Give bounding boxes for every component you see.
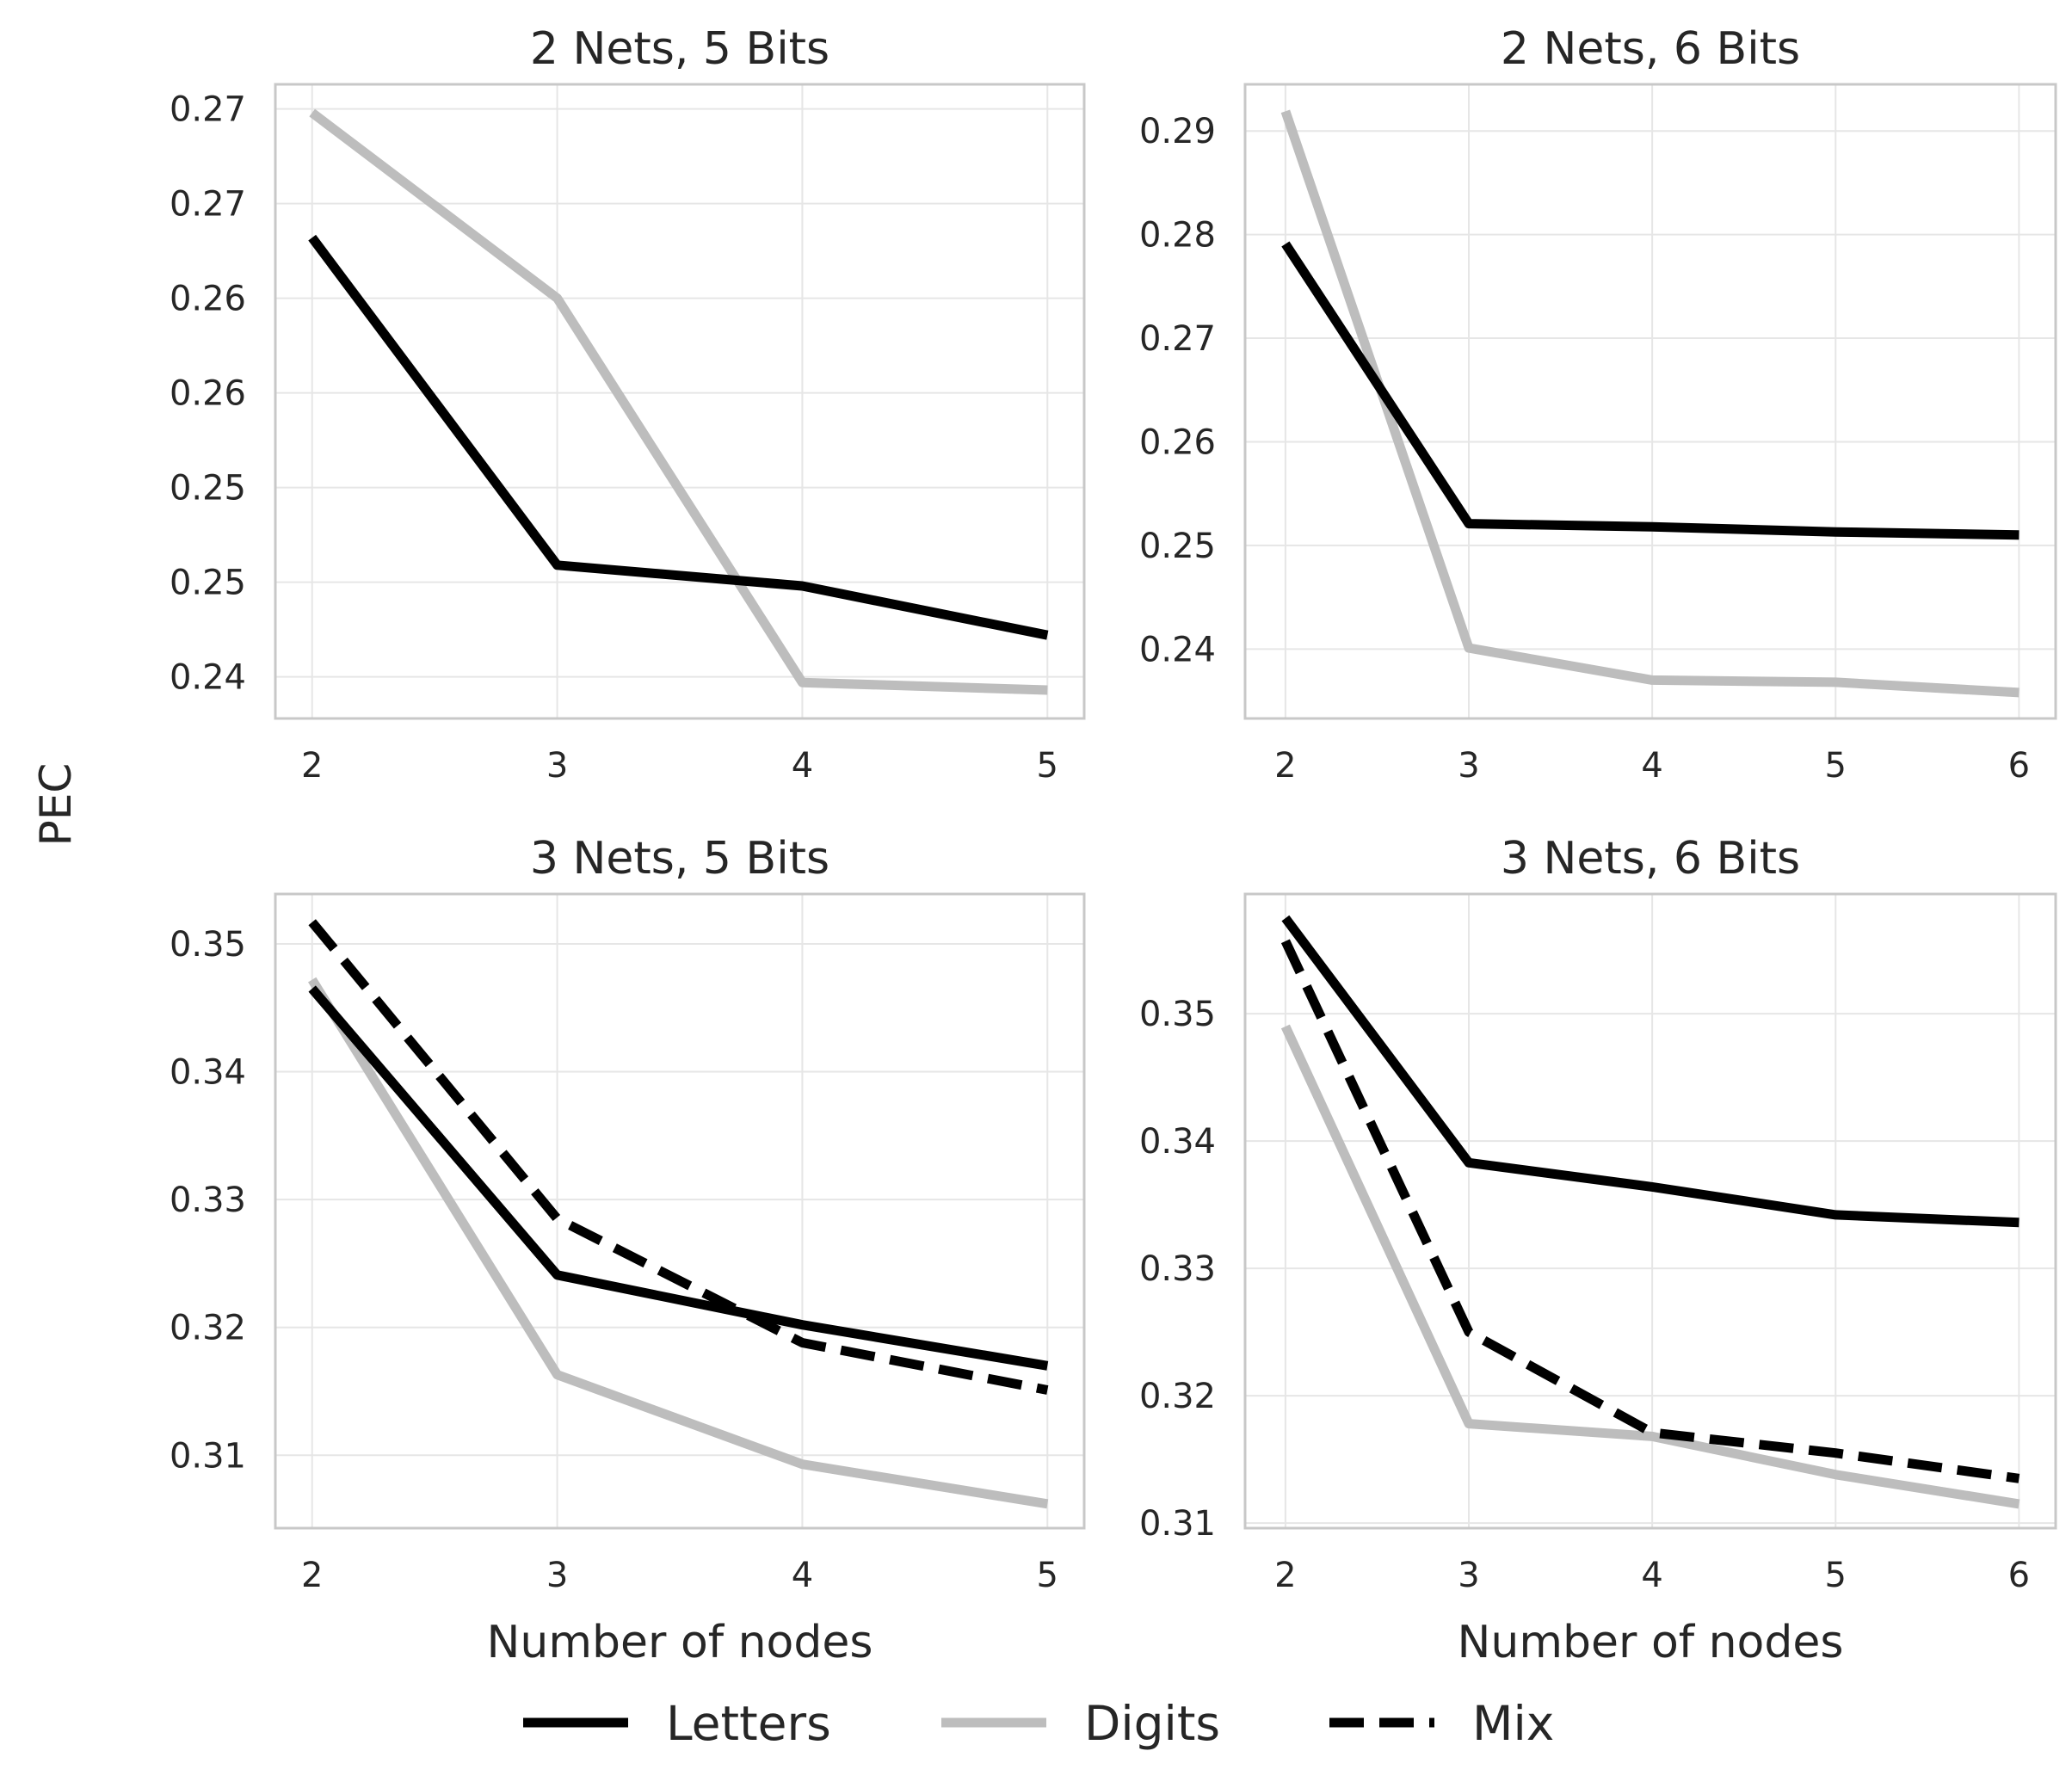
legend-item-digits: Digits — [941, 1696, 1220, 1751]
y-tick-label: 0.27 — [170, 90, 246, 130]
series-line-digits — [309, 108, 1048, 695]
y-tick-label: 0.32 — [170, 1309, 246, 1348]
chart-title: 3 Nets, 5 Bits — [530, 833, 829, 885]
chart-panel-1: 2 Nets, 5 Bits 0.24 0.25 0.25 0.26 0.26 0.27 0.… — [170, 23, 1086, 786]
plot-frame — [274, 892, 1086, 1530]
y-tick-label: 0.25 — [170, 469, 246, 509]
legend-label: Mix — [1472, 1696, 1554, 1751]
x-tick-label: 3 — [1458, 1556, 1479, 1595]
chart-title: 2 Nets, 5 Bits — [530, 23, 829, 75]
y-tick-label: 0.35 — [170, 925, 246, 965]
x-axis-label: Number of nodes — [1458, 1617, 1844, 1668]
x-tick-label: 2 — [1274, 1556, 1296, 1595]
y-tick-label: 0.32 — [1139, 1377, 1216, 1416]
x-tick-label: 3 — [546, 1556, 568, 1595]
y-tick-label: 0.24 — [170, 658, 246, 698]
y-tick-label: 0.26 — [170, 280, 246, 319]
x-tick-label: 5 — [1825, 1556, 1847, 1595]
y-tick-label: 0.25 — [1139, 527, 1216, 566]
x-tick-label: 3 — [546, 746, 568, 786]
y-tick-label: 0.25 — [170, 564, 246, 603]
x-axis-label: Number of nodes — [487, 1617, 873, 1668]
x-tick-label: 2 — [301, 746, 323, 786]
chart-title: 2 Nets, 6 Bits — [1501, 23, 1800, 75]
y-tick-label: 0.33 — [170, 1181, 246, 1220]
legend: Letters Digits Mix — [523, 1696, 1554, 1751]
plot-frame — [1243, 892, 2057, 1530]
x-tick-label: 4 — [792, 746, 813, 786]
y-tick-label: 0.31 — [170, 1436, 246, 1476]
x-tick-label: 4 — [1641, 1556, 1662, 1595]
plot-frame — [274, 83, 1086, 720]
legend-item-mix: Mix — [1329, 1696, 1554, 1751]
y-tick-label: 0.26 — [1139, 422, 1216, 462]
x-tick-label: 2 — [301, 1556, 323, 1595]
legend-item-letters: Letters — [523, 1696, 831, 1751]
series-line-letters — [308, 985, 1049, 1371]
chart-panel-2: 2 Nets, 6 Bits 0.24 0.25 0.26 0.27 0.28 0.29 2 3… — [1139, 23, 2057, 786]
x-tick-label: 4 — [792, 1556, 813, 1595]
chart-panel-3: 3 Nets, 5 Bits 0.31 0.32 0.33 0.34 0.35 2 3 4 5 Nu… — [170, 833, 1086, 1668]
y-tick-label: 0.26 — [170, 374, 246, 414]
series-line-letters — [1281, 241, 2020, 540]
panels: 2 Nets, 5 Bits 0.24 0.25 0.25 0.26 0.26 0.27 0.… — [170, 23, 2057, 1668]
y-tick-label: 0.34 — [170, 1053, 246, 1093]
y-tick-label: 0.34 — [1139, 1122, 1216, 1162]
y-tick-label: 0.28 — [1139, 216, 1216, 256]
y-tick-label: 0.29 — [1139, 112, 1216, 151]
y-tick-label: 0.27 — [1139, 319, 1216, 359]
y-tick-label: 0.24 — [1139, 630, 1216, 669]
x-tick-label: 4 — [1641, 746, 1662, 786]
legend-label: Digits — [1084, 1696, 1220, 1751]
y-axis-label: PEC — [31, 763, 81, 847]
series-line-digits — [308, 977, 1049, 1509]
series-line-digits — [1280, 1024, 2020, 1509]
y-tick-label: 0.33 — [1139, 1249, 1216, 1289]
chart-panel-4: 3 Nets, 6 Bits 0.31 0.32 0.33 0.34 0.35 2 3 4 5 6 N… — [1139, 833, 2057, 1668]
series-line-letters — [308, 234, 1049, 640]
x-tick-label: 6 — [2008, 746, 2030, 786]
series-line-digits — [1280, 109, 2020, 698]
legend-label: Letters — [666, 1696, 831, 1751]
x-tick-label: 2 — [1274, 746, 1296, 786]
x-tick-label: 5 — [1037, 1556, 1058, 1595]
y-tick-label: 0.27 — [170, 185, 246, 225]
x-tick-label: 5 — [1037, 746, 1058, 786]
chart-title: 3 Nets, 6 Bits — [1501, 833, 1800, 885]
y-tick-label: 0.31 — [1139, 1504, 1216, 1544]
plot-frame — [1243, 83, 2057, 720]
series-line-letters — [1281, 915, 2020, 1228]
x-tick-label: 6 — [2008, 1556, 2030, 1595]
y-tick-label: 0.35 — [1139, 995, 1216, 1034]
x-tick-label: 3 — [1458, 746, 1479, 786]
x-tick-label: 5 — [1825, 746, 1847, 786]
series-line-mix — [308, 919, 1049, 1395]
